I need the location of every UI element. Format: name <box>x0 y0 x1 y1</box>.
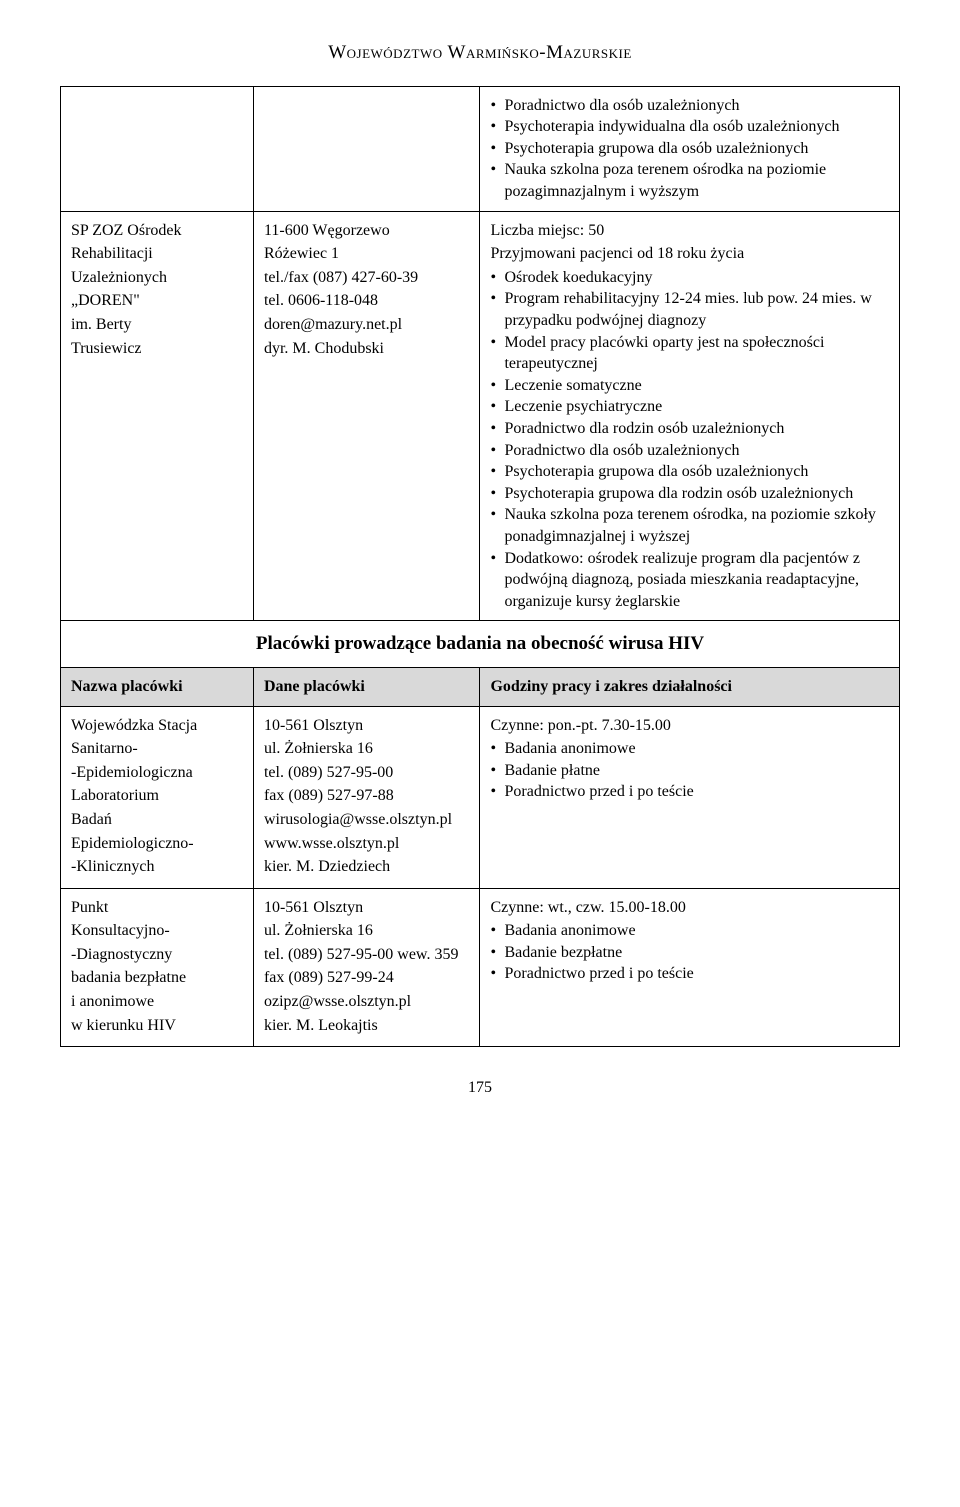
text-line: Różewiec 1 <box>264 243 470 265</box>
page-number: 175 <box>60 1077 900 1099</box>
text-line: tel./fax (087) 427-60-39 <box>264 267 470 289</box>
text-line: Badań <box>71 809 243 831</box>
cell-details: Poradnictwo dla osób uzależnionych Psych… <box>480 86 900 211</box>
cell-details: Liczba miejsc: 50 Przyjmowani pacjenci o… <box>480 211 900 621</box>
text-line: Punkt <box>71 897 243 919</box>
text-line: tel. (089) 527-95-00 <box>264 762 470 784</box>
list-item: Poradnictwo dla osób uzależnionych <box>490 95 889 117</box>
bullet-list: Ośrodek koedukacyjny Program rehabilitac… <box>490 267 889 613</box>
col-header-details: Godziny pracy i zakres działalności <box>480 667 900 706</box>
text-line: i anonimowe <box>71 991 243 1013</box>
cell-contact: 10-561 Olsztyn ul. Żołnierska 16 tel. (0… <box>253 888 480 1047</box>
table-row: Punkt Konsultacyjno- -Diagnostyczny bada… <box>61 888 900 1047</box>
cell-contact: 11-600 Węgorzewo Różewiec 1 tel./fax (08… <box>253 211 480 621</box>
list-item: Nauka szkolna poza terenem ośrodka, na p… <box>490 504 889 547</box>
list-item: Poradnictwo przed i po teście <box>490 781 889 803</box>
text-line: dyr. M. Chodubski <box>264 338 470 360</box>
text-line: fax (089) 527-97-88 <box>264 785 470 807</box>
text-line: ozipz@wsse.olsztyn.pl <box>264 991 470 1013</box>
text-line: badania bezpłatne <box>71 967 243 989</box>
text-line: kier. M. Leokajtis <box>264 1015 470 1037</box>
list-item: Dodatkowo: ośrodek realizuje program dla… <box>490 548 889 613</box>
bullet-list: Badania anonimowe Badanie płatne Poradni… <box>490 738 889 803</box>
list-item: Psychoterapia grupowa dla osób uzależnio… <box>490 461 889 483</box>
table-row: Placówki prowadzące badania na obecność … <box>61 621 900 668</box>
text-line: www.wsse.olsztyn.pl <box>264 833 470 855</box>
page-title: Województwo Warmińsko-Mazurskie <box>60 40 900 66</box>
cell-details: Czynne: pon.-pt. 7.30-15.00 Badania anon… <box>480 706 900 888</box>
list-item: Psychoterapia grupowa dla rodzin osób uz… <box>490 483 889 505</box>
text-line: 10-561 Olsztyn <box>264 897 470 919</box>
list-item: Nauka szkolna poza terenem ośrodka na po… <box>490 159 889 202</box>
col-header-contact: Dane placówki <box>253 667 480 706</box>
text-line: im. Berty <box>71 314 243 336</box>
list-item: Psychoterapia indywidualna dla osób uzal… <box>490 116 889 138</box>
cell-contact <box>253 86 480 211</box>
text-line: kier. M. Dziedziech <box>264 856 470 878</box>
table-header-row: Nazwa placówki Dane placówki Godziny pra… <box>61 667 900 706</box>
cell-details: Czynne: wt., czw. 15.00-18.00 Badania an… <box>480 888 900 1047</box>
text-line: Przyjmowani pacjenci od 18 roku życia <box>490 243 889 265</box>
text-line: -Diagnostyczny <box>71 944 243 966</box>
facilities-table: Poradnictwo dla osób uzależnionych Psych… <box>60 86 900 1048</box>
text-line: ul. Żołnierska 16 <box>264 920 470 942</box>
text-line: Uzależnionych <box>71 267 243 289</box>
text-line: Liczba miejsc: 50 <box>490 220 889 242</box>
text-line: Czynne: pon.-pt. 7.30-15.00 <box>490 715 889 737</box>
bullet-list: Poradnictwo dla osób uzależnionych Psych… <box>490 95 889 203</box>
text-line: tel. (089) 527-95-00 wew. 359 <box>264 944 470 966</box>
text-line: Rehabilitacji <box>71 243 243 265</box>
text-line: Trusiewicz <box>71 338 243 360</box>
list-item: Ośrodek koedukacyjny <box>490 267 889 289</box>
section-heading: Placówki prowadzące badania na obecność … <box>61 621 900 668</box>
cell-name: Punkt Konsultacyjno- -Diagnostyczny bada… <box>61 888 254 1047</box>
text-line: Sanitarno- <box>71 738 243 760</box>
list-item: Program rehabilitacyjny 12-24 mies. lub … <box>490 288 889 331</box>
list-item: Poradnictwo dla rodzin osób uzależnionyc… <box>490 418 889 440</box>
text-line: tel. 0606-118-048 <box>264 290 470 312</box>
text-line: -Epidemiologiczna <box>71 762 243 784</box>
text-line: -Klinicznych <box>71 856 243 878</box>
text-line: 11-600 Węgorzewo <box>264 220 470 242</box>
list-item: Badanie bezpłatne <box>490 942 889 964</box>
text-line: Laboratorium <box>71 785 243 807</box>
bullet-list: Badania anonimowe Badanie bezpłatne Pora… <box>490 920 889 985</box>
text-line: w kierunku HIV <box>71 1015 243 1037</box>
text-line: Czynne: wt., czw. 15.00-18.00 <box>490 897 889 919</box>
list-item: Model pracy placówki oparty jest na społ… <box>490 332 889 375</box>
table-row: Poradnictwo dla osób uzależnionych Psych… <box>61 86 900 211</box>
text-line: ul. Żołnierska 16 <box>264 738 470 760</box>
col-header-name: Nazwa placówki <box>61 667 254 706</box>
text-line: wirusologia@wsse.olsztyn.pl <box>264 809 470 831</box>
list-item: Leczenie somatyczne <box>490 375 889 397</box>
text-line: doren@mazury.net.pl <box>264 314 470 336</box>
list-item: Badanie płatne <box>490 760 889 782</box>
cell-name: Wojewódzka Stacja Sanitarno- -Epidemiolo… <box>61 706 254 888</box>
text-line: SP ZOZ Ośrodek <box>71 220 243 242</box>
list-item: Badania anonimowe <box>490 920 889 942</box>
text-line: Epidemiologiczno- <box>71 833 243 855</box>
list-item: Badania anonimowe <box>490 738 889 760</box>
text-line: fax (089) 527-99-24 <box>264 967 470 989</box>
list-item: Poradnictwo dla osób uzależnionych <box>490 440 889 462</box>
list-item: Psychoterapia grupowa dla osób uzależnio… <box>490 138 889 160</box>
table-row: SP ZOZ Ośrodek Rehabilitacji Uzależniony… <box>61 211 900 621</box>
text-line: 10-561 Olsztyn <box>264 715 470 737</box>
table-row: Wojewódzka Stacja Sanitarno- -Epidemiolo… <box>61 706 900 888</box>
list-item: Leczenie psychiatryczne <box>490 396 889 418</box>
cell-name: SP ZOZ Ośrodek Rehabilitacji Uzależniony… <box>61 211 254 621</box>
cell-name <box>61 86 254 211</box>
text-line: „DOREN" <box>71 290 243 312</box>
text-line: Wojewódzka Stacja <box>71 715 243 737</box>
list-item: Poradnictwo przed i po teście <box>490 963 889 985</box>
text-line: Konsultacyjno- <box>71 920 243 942</box>
cell-contact: 10-561 Olsztyn ul. Żołnierska 16 tel. (0… <box>253 706 480 888</box>
